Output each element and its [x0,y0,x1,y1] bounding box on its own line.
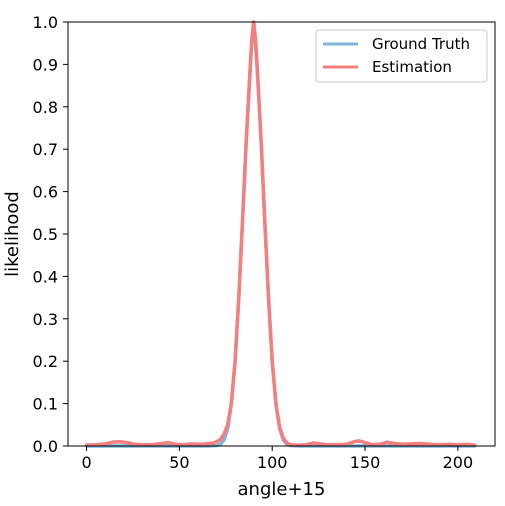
y-tick-label: 0.6 [33,183,58,202]
series-ground-truth-path [84,20,477,448]
y-tick-label: 0.0 [33,437,58,456]
y-tick-label: 0.8 [33,98,58,117]
x-tick-label: 50 [169,453,189,472]
series-estimation-path [84,20,477,447]
x-tick-label: 150 [350,453,381,472]
y-axis: 0.0 0.1 0.2 0.3 0.4 0.5 0.6 0.7 0.8 0.9 1.0 [33,13,68,456]
legend-label-estimation: Estimation [372,58,452,76]
series-estimation-line [84,20,477,447]
x-tick-label: 100 [257,453,288,472]
legend: Ground Truth Estimation [315,29,488,83]
y-axis-label: likelihood [2,191,23,277]
legend-box [315,29,488,83]
x-tick-label: 200 [443,453,474,472]
series-ground-truth-line [84,20,477,448]
x-tick-label: 0 [81,453,91,472]
legend-label-ground-truth: Ground Truth [372,35,470,53]
plot-frame [67,21,496,447]
y-tick-label: 0.3 [33,310,58,329]
y-tick-label: 0.7 [33,140,58,159]
y-tick-label: 0.2 [33,352,58,371]
x-axis: 0 50 100 150 200 [81,446,473,472]
x-axis-label: angle+15 [238,479,326,500]
y-tick-label: 0.1 [33,395,58,414]
y-tick-label: 0.4 [33,267,58,286]
y-tick-label: 0.5 [33,225,58,244]
y-tick-label: 1.0 [33,13,58,32]
y-tick-label: 0.9 [33,55,58,74]
